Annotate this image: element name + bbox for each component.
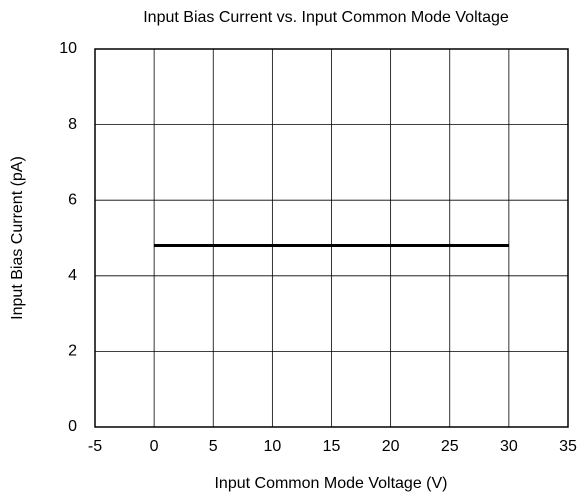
x-tick-label: 10 bbox=[263, 438, 281, 455]
x-tick-label: 5 bbox=[209, 438, 218, 455]
y-tick-label: 8 bbox=[68, 116, 77, 133]
y-tick-label: 2 bbox=[68, 343, 77, 360]
x-tick-label: 35 bbox=[559, 438, 577, 455]
x-axis-label: Input Common Mode Voltage (V) bbox=[214, 475, 447, 492]
x-tick-label: 30 bbox=[500, 438, 518, 455]
x-tick-label: 20 bbox=[382, 438, 400, 455]
y-tick-label: 6 bbox=[68, 191, 77, 208]
x-tick-label: 0 bbox=[150, 438, 159, 455]
y-axis-label: Input Bias Current (pA) bbox=[9, 156, 26, 320]
y-tick-label: 4 bbox=[68, 267, 77, 284]
x-tick-label: 25 bbox=[441, 438, 459, 455]
plot-frame bbox=[94, 48, 569, 428]
x-tick-label: 15 bbox=[323, 438, 341, 455]
y-tick-label: 10 bbox=[59, 40, 77, 57]
chart-title: Input Bias Current vs. Input Common Mode… bbox=[143, 9, 509, 26]
y-tick-label: 0 bbox=[68, 418, 77, 435]
x-tick-label: -5 bbox=[88, 438, 102, 455]
